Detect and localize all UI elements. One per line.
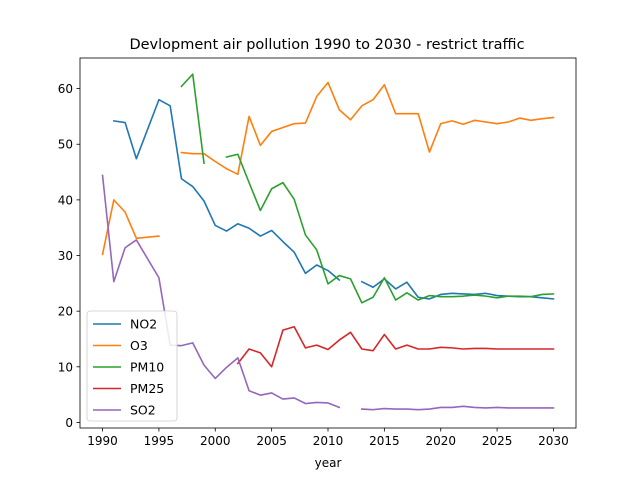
x-tick-label: 1990 — [87, 434, 118, 448]
x-axis-label: year — [315, 456, 342, 470]
y-tick-label: 20 — [58, 305, 73, 319]
legend-label-o3: O3 — [130, 338, 148, 353]
x-tick-label: 2030 — [538, 434, 569, 448]
x-tick-label: 2025 — [482, 434, 513, 448]
series-line-pm10 — [180, 73, 555, 304]
x-axis: 1990 1995 2000 2005 2010 2015 2020 2025 2030 — [87, 428, 569, 448]
y-axis: 0 10 20 30 40 50 60 — [58, 82, 80, 430]
series-line-pm25 — [236, 325, 555, 368]
series-line-o3 — [101, 81, 555, 256]
x-tick-label: 2000 — [200, 434, 231, 448]
y-tick-label: 10 — [58, 360, 73, 374]
series-line-so2 — [101, 174, 555, 411]
series-lines — [101, 73, 555, 411]
y-tick-label: 30 — [58, 249, 73, 263]
y-tick-label: 40 — [58, 193, 73, 207]
x-tick-label: 2010 — [313, 434, 344, 448]
y-tick-label: 50 — [58, 138, 73, 152]
y-tick-label: 60 — [58, 82, 73, 96]
legend-label-so2: SO2 — [130, 403, 156, 418]
legend-label-pm25: PM25 — [130, 381, 164, 396]
legend-box — [86, 310, 178, 422]
legend-label-no2: NO2 — [130, 317, 157, 332]
x-tick-label: 1995 — [144, 434, 175, 448]
legend: NO2 O3 PM10 PM25 SO2 — [86, 310, 178, 422]
x-tick-label: 2005 — [256, 434, 287, 448]
chart-title: Devlopment air pollution 1990 to 2030 - … — [129, 37, 524, 53]
plot-frame — [79, 57, 577, 429]
x-tick-label: 2015 — [369, 434, 400, 448]
legend-label-pm10: PM10 — [130, 360, 164, 375]
x-tick-label: 2020 — [425, 434, 456, 448]
y-tick-label: 0 — [65, 416, 73, 430]
